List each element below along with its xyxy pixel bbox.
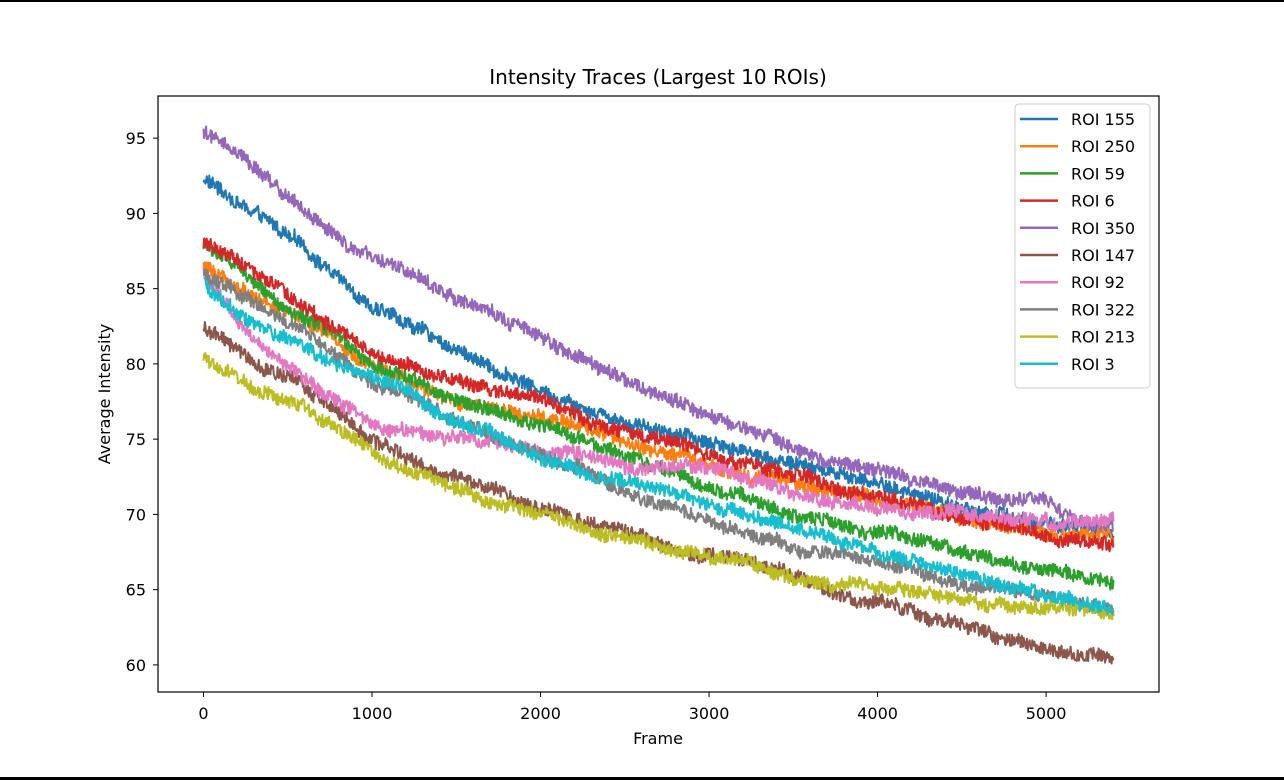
legend-label: ROI 350 — [1071, 219, 1135, 238]
series-line-roi-92 — [202, 267, 1115, 533]
series-line-roi-213 — [202, 351, 1115, 621]
legend-label: ROI 6 — [1071, 192, 1115, 211]
legend: ROI 155 ROI 250 ROI 59 ROI 6 ROI 350 ROI 147 R… — [1014, 103, 1151, 389]
series-line-roi-155 — [202, 174, 1115, 541]
y-tick-label: 60 — [126, 656, 146, 675]
chart-title: Intensity Traces (Largest 10 ROIs) — [489, 65, 827, 89]
legend-label: ROI 147 — [1071, 246, 1135, 265]
series-line-roi-3 — [203, 277, 1115, 616]
y-tick-label: 65 — [126, 581, 146, 600]
plot-frame — [157, 95, 1160, 693]
legend-label: ROI 250 — [1071, 137, 1135, 156]
legend-label: ROI 59 — [1071, 164, 1125, 183]
top-border — [0, 0, 1284, 2]
y-tick-label: 85 — [126, 280, 146, 299]
legend-label: ROI 3 — [1071, 355, 1115, 374]
x-tick-label: 3000 — [689, 704, 730, 723]
y-axis-label: Average Intensity — [95, 324, 114, 464]
y-tick-label: 70 — [126, 505, 146, 524]
x-tick-label: 2000 — [520, 704, 561, 723]
legend-label: ROI 92 — [1071, 273, 1125, 292]
series-line-roi-6 — [202, 237, 1115, 553]
y-tick-label: 80 — [126, 355, 146, 374]
legend-label: ROI 322 — [1071, 300, 1135, 319]
bottom-border — [0, 777, 1284, 780]
y-tick-label: 90 — [126, 204, 146, 223]
series-line-roi-350 — [202, 125, 1114, 533]
series-line-roi-147 — [202, 321, 1115, 665]
x-tick-label: 0 — [198, 704, 208, 723]
x-tick-label: 1000 — [352, 704, 393, 723]
legend-label: ROI 213 — [1071, 328, 1135, 347]
x-tick-label: 5000 — [1026, 704, 1067, 723]
series-layer — [202, 125, 1115, 665]
legend-box — [1014, 103, 1151, 389]
y-tick-label: 75 — [126, 430, 146, 449]
x-axis: 0 1000 2000 3000 4000 5000 — [198, 692, 1066, 723]
x-axis-label: Frame — [633, 729, 683, 748]
legend-label: ROI 155 — [1071, 110, 1135, 129]
y-tick-label: 95 — [126, 129, 146, 148]
x-tick-label: 4000 — [857, 704, 898, 723]
y-axis: 60 65 70 75 80 85 90 95 — [126, 129, 158, 675]
